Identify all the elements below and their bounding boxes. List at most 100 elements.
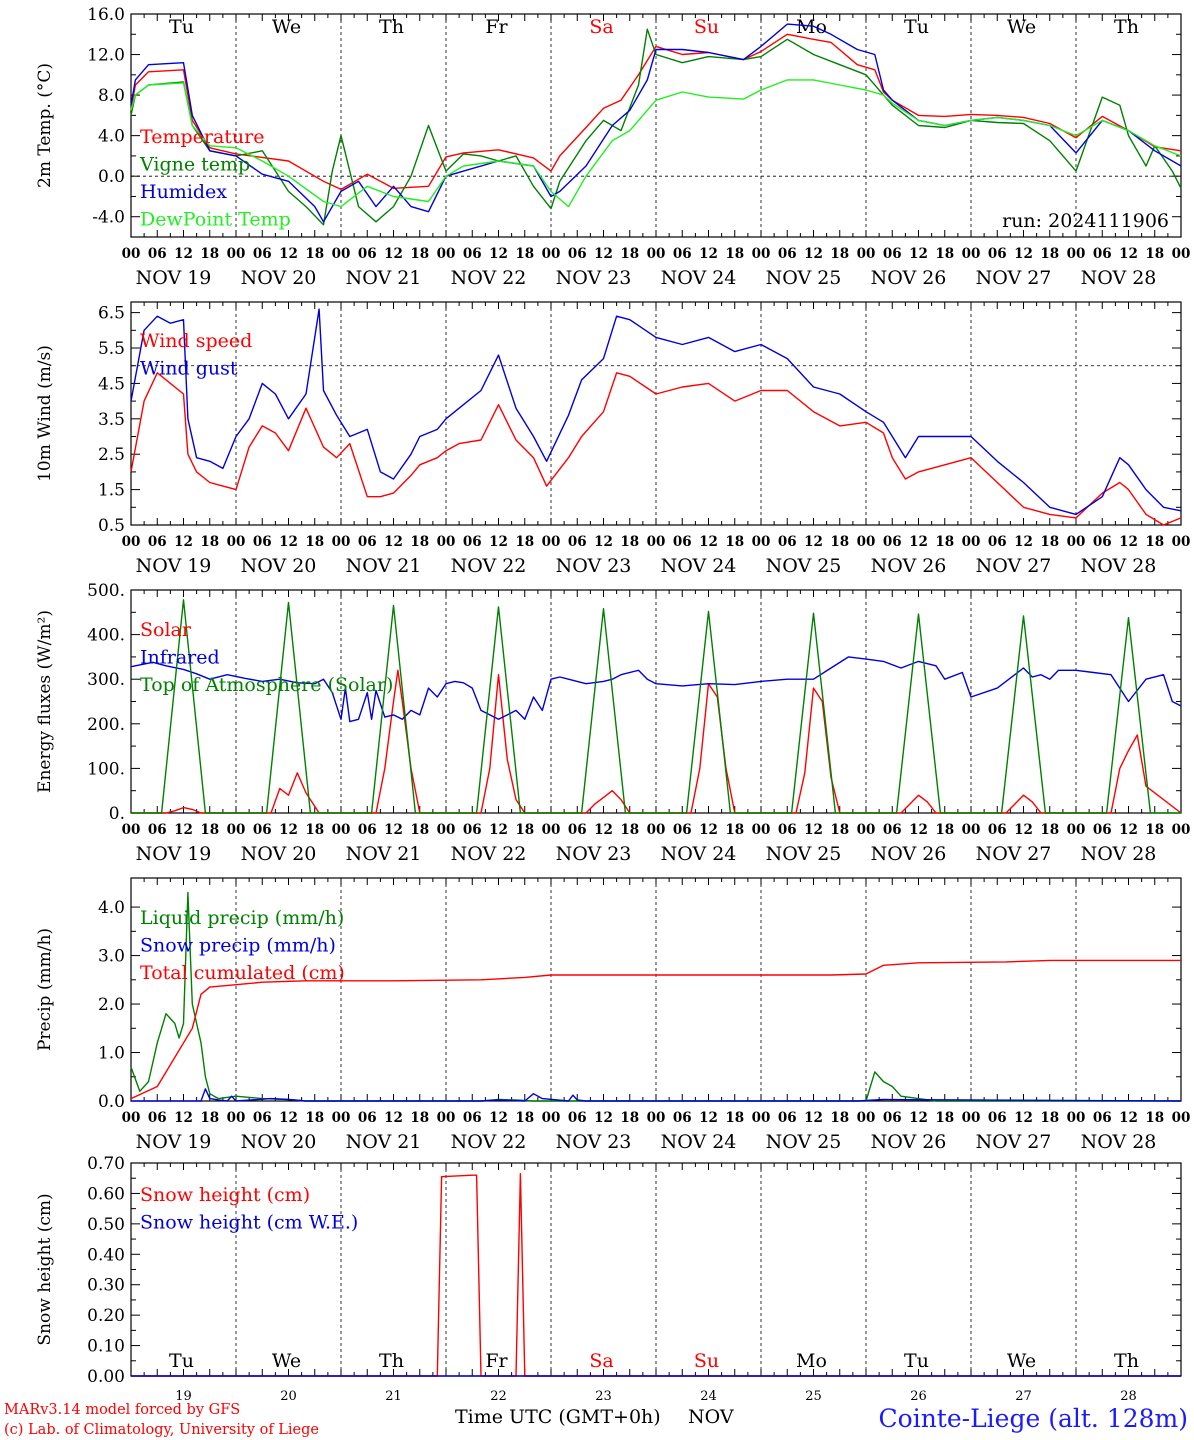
date-label: NOV 19 — [136, 843, 212, 865]
series-line-lightgreen — [130, 79, 1182, 208]
date-label: NOV 20 — [241, 267, 317, 289]
hour-tick-label: 12 — [1119, 822, 1138, 838]
hour-tick-label: 06 — [1093, 246, 1112, 262]
panel-1: -4.0 0.0 4.0 8.0 12.0 16.0 2m Temp. (°C) 00 06 12… — [35, 5, 1190, 289]
y-tick-label: 1.5 — [98, 481, 125, 501]
day-name: We — [272, 1350, 301, 1372]
legend-entry: Infrared — [140, 647, 220, 669]
date-label: NOV 26 — [871, 555, 947, 577]
date-label: NOV 22 — [451, 267, 527, 289]
date-label: NOV 21 — [346, 843, 422, 865]
series-line-red — [130, 372, 1182, 526]
hour-tick-label: 18 — [725, 822, 744, 838]
hour-tick-label: 06 — [463, 534, 482, 550]
y-tick-label: 0.10 — [87, 1337, 125, 1357]
hour-tick-label: 12 — [594, 822, 613, 838]
hour-tick-label: 00 — [857, 1110, 876, 1126]
hour-tick-label: 12 — [384, 534, 403, 550]
hour-tick-label: 12 — [804, 1110, 823, 1126]
day-number: 28 — [1120, 1389, 1137, 1404]
month-label: NOV — [688, 1406, 734, 1428]
y-tick-label: 8.0 — [98, 86, 125, 106]
date-label: NOV 25 — [766, 267, 842, 289]
hour-tick-label: 00 — [437, 822, 456, 838]
hour-tick-label: 12 — [909, 534, 928, 550]
day-number: 26 — [910, 1389, 927, 1404]
meteogram-panels: -4.0 0.0 4.0 8.0 12.0 16.0 2m Temp. (°C) 00 06 12… — [35, 5, 1190, 1404]
date-label: NOV 26 — [871, 843, 947, 865]
hour-tick-label: 00 — [437, 1110, 456, 1126]
hour-tick-label: 18 — [515, 822, 534, 838]
hour-tick-label: 12 — [174, 246, 193, 262]
hour-tick-label: 12 — [804, 822, 823, 838]
hour-tick-label: 12 — [909, 1110, 928, 1126]
date-label: NOV 27 — [976, 267, 1052, 289]
series-line-green — [131, 599, 1181, 814]
date-label: NOV 24 — [661, 267, 737, 289]
day-number: 24 — [700, 1389, 717, 1404]
hour-tick-label: 06 — [148, 822, 167, 838]
hour-tick-label: 00 — [962, 822, 981, 838]
model-credit: MARv3.14 model forced by GFS — [4, 1402, 240, 1418]
day-number: 19 — [175, 1389, 192, 1404]
hour-tick-label: 00 — [647, 246, 666, 262]
date-label: NOV 27 — [976, 555, 1052, 577]
legend-entry: Total cumulated (cm) — [140, 962, 345, 984]
date-label: NOV 27 — [976, 843, 1052, 865]
hour-tick-label: 18 — [410, 534, 429, 550]
hour-tick-label: 18 — [200, 822, 219, 838]
date-label: NOV 22 — [451, 843, 527, 865]
hour-tick-label: 00 — [542, 1110, 561, 1126]
y-axis-label: 10m Wind (m/s) — [35, 345, 55, 482]
day-number: 22 — [490, 1389, 507, 1404]
hour-tick-label: 12 — [174, 822, 193, 838]
legend-entry: Snow precip (mm/h) — [140, 935, 336, 957]
date-label: NOV 21 — [346, 267, 422, 289]
y-axis-label: Energy fluxes (W/m²) — [35, 610, 55, 793]
hour-tick-label: 00 — [752, 1110, 771, 1126]
hour-tick-label: 00 — [332, 534, 351, 550]
hour-tick-label: 06 — [568, 534, 587, 550]
hour-tick-label: 06 — [148, 534, 167, 550]
hour-tick-label: 12 — [909, 822, 928, 838]
hour-tick-label: 18 — [830, 246, 849, 262]
day-number: 27 — [1015, 1389, 1032, 1404]
series-line-blue — [131, 1088, 1182, 1102]
hour-tick-label: 12 — [489, 1110, 508, 1126]
y-tick-label: 2.0 — [98, 995, 125, 1015]
panel-3: 0. 100. 200. 300. 400. 500. Energy fluxes (W/m… — [35, 581, 1190, 865]
hour-tick-label: 12 — [384, 246, 403, 262]
hour-tick-label: 12 — [699, 246, 718, 262]
date-label: NOV 28 — [1081, 1131, 1157, 1153]
hour-tick-label: 12 — [699, 1110, 718, 1126]
hour-tick-label: 00 — [1172, 822, 1191, 838]
hour-tick-label: 06 — [463, 246, 482, 262]
series-line-blue — [130, 308, 1182, 516]
date-label: NOV 28 — [1081, 843, 1157, 865]
hour-tick-label: 06 — [778, 534, 797, 550]
y-tick-label: 0.40 — [87, 1245, 125, 1265]
date-label: NOV 25 — [766, 555, 842, 577]
date-label: NOV 28 — [1081, 267, 1157, 289]
hour-tick-label: 00 — [227, 1110, 246, 1126]
station-name: Cointe-Liege (alt. 128m) — [879, 1404, 1188, 1433]
hour-tick-label: 12 — [594, 534, 613, 550]
hour-tick-label: 12 — [1119, 1110, 1138, 1126]
hour-tick-label: 12 — [804, 246, 823, 262]
y-tick-label: 200. — [87, 715, 125, 735]
hour-tick-label: 18 — [620, 534, 639, 550]
day-name: Sa — [589, 16, 613, 38]
y-tick-label: 0.70 — [87, 1154, 125, 1174]
y-tick-label: 0.30 — [87, 1276, 125, 1296]
y-tick-label: 2.5 — [98, 445, 125, 465]
hour-tick-label: 12 — [1014, 1110, 1033, 1126]
legend-entry: Snow height (cm) — [140, 1184, 310, 1206]
hour-tick-label: 00 — [752, 534, 771, 550]
hour-tick-label: 18 — [935, 1110, 954, 1126]
lab-credit: (c) Lab. of Climatology, University of L… — [4, 1422, 319, 1438]
hour-tick-label: 12 — [279, 822, 298, 838]
y-tick-label: 0.5 — [98, 516, 125, 536]
date-label: NOV 20 — [241, 555, 317, 577]
hour-tick-label: 06 — [358, 822, 377, 838]
hour-tick-label: 12 — [699, 822, 718, 838]
